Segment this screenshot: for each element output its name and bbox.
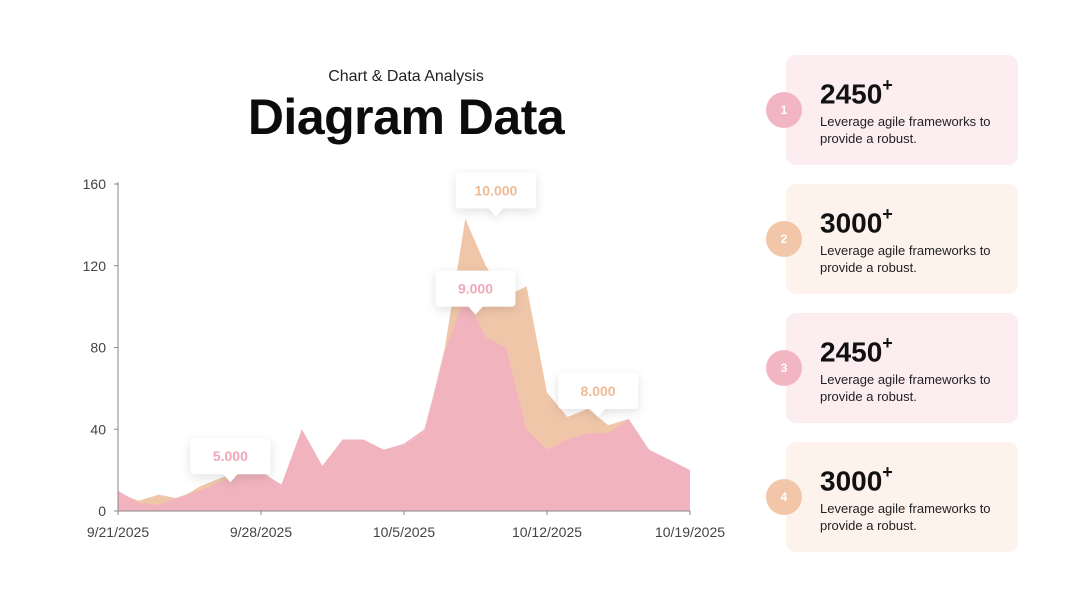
stat-suffix: +	[882, 204, 893, 224]
stat-description: Leverage agile frameworks to provide a r…	[820, 372, 991, 404]
stat-description: Leverage agile frameworks to provide a r…	[820, 501, 991, 533]
y-tick-label: 0	[98, 503, 106, 519]
page-title: Diagram Data	[247, 89, 565, 145]
data-callout	[455, 172, 536, 217]
callout-bubble	[190, 438, 271, 483]
chart-subtitle: Chart & Data Analysis	[328, 68, 484, 85]
stat-description: Leverage agile frameworks to provide a r…	[820, 243, 991, 275]
stat-number: 3000+	[820, 204, 893, 239]
stat-suffix: +	[882, 333, 893, 353]
stat-card: 3000+ Leverage agile frameworks to provid…	[786, 442, 1018, 552]
area-series-2	[118, 296, 690, 511]
x-tick-label: 10/12/2025	[512, 524, 582, 540]
x-tick-label: 10/19/2025	[655, 524, 725, 540]
callout-bubble	[455, 172, 536, 217]
data-callout	[435, 270, 516, 315]
callout-label: 5.000	[213, 448, 248, 464]
callout-label: 8.000	[581, 383, 616, 399]
stat-description: Leverage agile frameworks to provide a r…	[820, 114, 991, 146]
x-tick-label: 9/28/2025	[230, 524, 292, 540]
stat-card: 2450+ Leverage agile frameworks to provid…	[786, 55, 1018, 165]
x-tick-label: 9/21/2025	[87, 524, 149, 540]
stat-card: 3000+ Leverage agile frameworks to provid…	[786, 184, 1018, 294]
stat-suffix: +	[882, 75, 893, 95]
callout-label: 9.000	[458, 281, 493, 297]
y-tick-label: 120	[83, 258, 107, 274]
step-number-badge: 4	[766, 479, 802, 515]
stat-number: 3000+	[820, 462, 893, 497]
callout-label: 10.000	[475, 183, 518, 199]
step-number-badge: 3	[766, 350, 802, 386]
stat-suffix: +	[882, 462, 893, 482]
x-tick-label: 10/5/2025	[373, 524, 435, 540]
callout-bubble	[435, 270, 516, 315]
stat-number: 2450+	[820, 75, 893, 110]
step-number-badge: 2	[766, 221, 802, 257]
area-chart: 0 40 80 120 160 9/21/2025 9/28/2025 10/5/2025 10…	[83, 172, 725, 540]
y-tick-label: 160	[83, 176, 107, 192]
stat-card: 2450+ Leverage agile frameworks to provid…	[786, 313, 1018, 423]
stat-number: 2450+	[820, 333, 893, 368]
y-tick-label: 80	[90, 340, 106, 356]
data-callout	[190, 438, 271, 483]
step-number-badge: 1	[766, 92, 802, 128]
y-tick-label: 40	[90, 421, 106, 437]
callout-bubble	[558, 372, 639, 417]
area-series-1	[118, 218, 690, 511]
data-callout	[558, 372, 639, 417]
